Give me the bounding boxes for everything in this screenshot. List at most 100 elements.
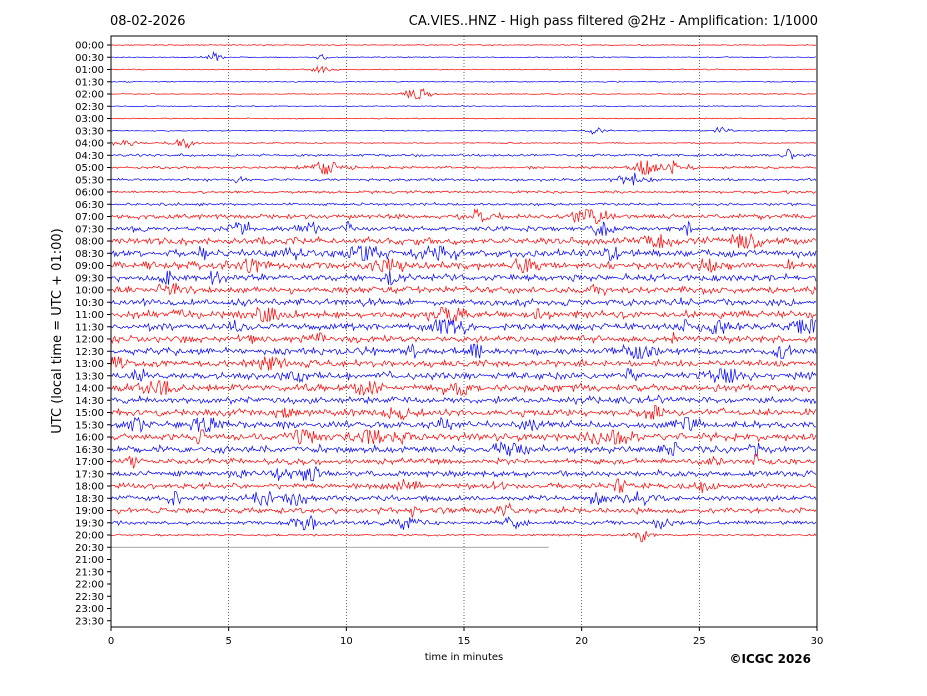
y-tick-label: 11:30	[75, 322, 104, 333]
y-tick-label: 06:30	[75, 200, 104, 211]
y-tick-label: 14:00	[75, 384, 104, 395]
trace-row	[110, 514, 817, 531]
y-tick-label: 21:30	[75, 567, 104, 578]
chart-date: 08-02-2026	[110, 14, 186, 29]
y-tick-label: 12:00	[75, 335, 104, 346]
seismic-traces	[110, 44, 817, 548]
trace-row	[110, 502, 817, 518]
trace-row	[110, 478, 817, 494]
trace-row	[110, 189, 817, 195]
trace-row	[110, 368, 817, 383]
trace-row	[110, 232, 817, 250]
y-tick-label: 11:00	[75, 310, 104, 321]
trace-row	[110, 440, 817, 458]
x-tick-label: 10	[340, 636, 353, 647]
y-tick-label: 04:30	[75, 151, 104, 162]
y-tick-label: 10:30	[75, 298, 104, 309]
y-tick-label: 23:00	[75, 604, 104, 615]
trace-row	[110, 297, 817, 308]
y-tick-label: 20:00	[75, 531, 104, 542]
y-tick-label: 15:30	[75, 420, 104, 431]
trace-row	[110, 465, 817, 482]
trace-row	[110, 148, 817, 160]
trace-row	[110, 454, 817, 469]
y-tick-label: 02:30	[75, 102, 104, 113]
trace-row	[110, 172, 817, 186]
y-tick-label: 19:00	[75, 506, 104, 517]
trace-row	[110, 244, 817, 262]
y-tick-label: 03:00	[75, 114, 104, 125]
trace-row	[110, 282, 817, 297]
plot-frame	[110, 35, 818, 628]
copyright-credit: ©ICGC 2026	[729, 652, 811, 666]
y-tick-label: 05:00	[75, 163, 104, 174]
y-tick-label: 08:00	[75, 237, 104, 248]
trace-row	[110, 270, 817, 286]
y-tick-label: 12:30	[75, 347, 104, 358]
y-tick-label: 02:00	[75, 90, 104, 101]
trace-row	[110, 44, 817, 47]
y-tick-label: 19:30	[75, 518, 104, 529]
trace-row	[110, 405, 817, 421]
trace-row	[110, 356, 817, 371]
trace-row	[110, 306, 817, 323]
y-tick-label: 04:00	[75, 139, 104, 150]
trace-row	[110, 394, 817, 406]
x-axis-label: time in minutes	[425, 652, 504, 663]
vertical-gridlines	[228, 36, 700, 627]
y-tick-label: 01:00	[75, 65, 104, 76]
x-tick-label: 5	[225, 636, 231, 647]
y-tick-label: 05:30	[75, 175, 104, 186]
y-tick-label: 20:30	[75, 543, 104, 554]
trace-row	[110, 105, 817, 108]
trace-row	[110, 257, 817, 273]
y-tick-label: 18:30	[75, 494, 104, 505]
y-tick-label: 09:00	[75, 261, 104, 272]
y-tick-label: 13:30	[75, 371, 104, 382]
trace-row	[110, 331, 817, 345]
y-tick-label: 08:30	[75, 249, 104, 260]
trace-row	[110, 429, 817, 446]
trace-row	[110, 160, 817, 176]
x-axis-ticks: 0 5 10 15 20 25 30	[108, 627, 824, 647]
x-tick-label: 25	[693, 636, 706, 647]
trace-row	[110, 208, 817, 224]
x-tick-label: 0	[108, 636, 114, 647]
trace-row	[110, 220, 817, 237]
y-tick-label: 22:30	[75, 592, 104, 603]
y-tick-label: 22:00	[75, 580, 104, 591]
x-tick-label: 30	[811, 636, 824, 647]
y-tick-label: 23:30	[75, 616, 104, 627]
y-axis-label: UTC (local time = UTC + 01:00)	[50, 228, 65, 433]
x-tick-label: 15	[458, 636, 471, 647]
y-tick-label: 18:00	[75, 482, 104, 493]
y-tick-label: 00:30	[75, 53, 104, 64]
trace-row	[110, 343, 817, 360]
trace-row	[110, 201, 817, 207]
y-tick-label: 17:30	[75, 469, 104, 480]
y-tick-label: 16:30	[75, 445, 104, 456]
y-tick-label: 00:00	[75, 41, 104, 52]
y-tick-label: 09:30	[75, 273, 104, 284]
y-tick-label: 10:00	[75, 286, 104, 297]
trace-row	[110, 117, 817, 120]
trace-row	[110, 380, 817, 397]
y-tick-label: 14:30	[75, 396, 104, 407]
y-tick-label: 06:00	[75, 188, 104, 199]
y-tick-label: 13:00	[75, 359, 104, 370]
trace-row	[110, 80, 817, 83]
chart-title: CA.VIES..HNZ - High pass filtered @2Hz -…	[409, 14, 818, 29]
trace-row	[110, 530, 817, 543]
trace-row	[110, 126, 817, 135]
trace-row	[110, 65, 817, 74]
y-tick-label: 07:30	[75, 224, 104, 235]
y-tick-label: 21:00	[75, 555, 104, 566]
trace-row	[110, 138, 817, 149]
y-tick-label: 01:30	[75, 77, 104, 88]
y-tick-label: 15:00	[75, 408, 104, 419]
y-tick-label: 03:30	[75, 126, 104, 137]
x-tick-label: 20	[575, 636, 588, 647]
trace-row	[110, 416, 817, 434]
